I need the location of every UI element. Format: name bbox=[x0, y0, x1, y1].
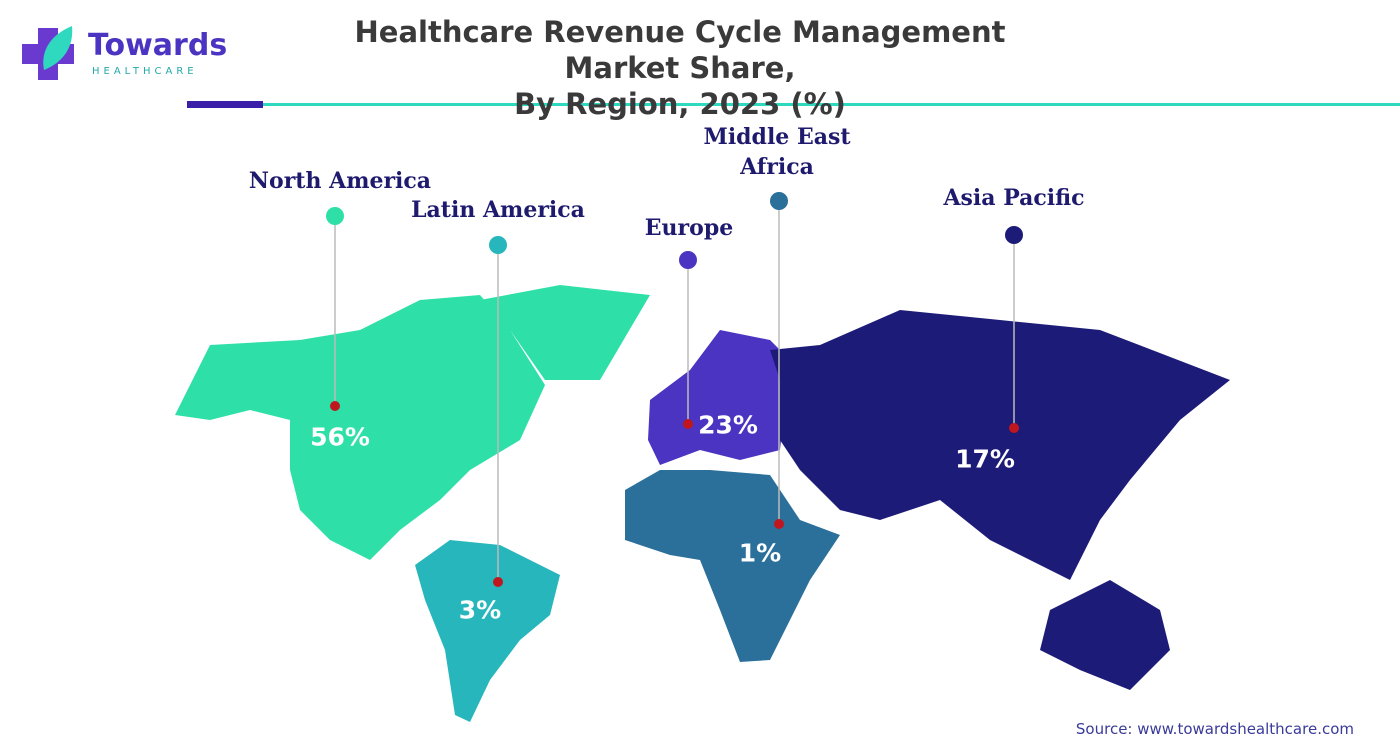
region-label: Europe bbox=[644, 215, 734, 241]
pin-head bbox=[679, 251, 697, 269]
pin-head bbox=[1005, 226, 1023, 244]
pin-dot bbox=[1009, 423, 1019, 433]
source: Source: www.towardshealthcare.com bbox=[1075, 720, 1354, 738]
pin-head bbox=[770, 192, 788, 210]
region-label: Latin America bbox=[411, 197, 585, 223]
pin-dot bbox=[330, 401, 340, 411]
region bbox=[770, 310, 1230, 690]
pin-head bbox=[489, 236, 507, 254]
region bbox=[175, 285, 650, 560]
pin-head bbox=[326, 207, 344, 225]
header-line bbox=[263, 103, 1400, 106]
region-label: North America bbox=[248, 168, 432, 194]
region bbox=[415, 540, 560, 722]
pin-dot bbox=[493, 577, 503, 587]
value-label: 3% bbox=[458, 595, 502, 625]
value-label: 1% bbox=[738, 538, 782, 568]
value-label: 17% bbox=[955, 444, 1015, 474]
logo-tagline: HEALTHCARE bbox=[92, 66, 198, 77]
value-label: 56% bbox=[310, 422, 370, 452]
region-label: Middle East Africa bbox=[703, 124, 851, 180]
logo-icon bbox=[22, 26, 74, 80]
pin-dot bbox=[774, 519, 784, 529]
chart-title: Healthcare Revenue Cycle Management Mark… bbox=[354, 15, 1006, 121]
region bbox=[625, 470, 840, 662]
region-label: Asia Pacific bbox=[943, 185, 1085, 211]
value-label: 23% bbox=[698, 410, 758, 440]
region bbox=[648, 330, 790, 465]
pin-dot bbox=[683, 419, 693, 429]
header-bar bbox=[187, 101, 263, 108]
logo-name: Towards bbox=[88, 28, 228, 63]
